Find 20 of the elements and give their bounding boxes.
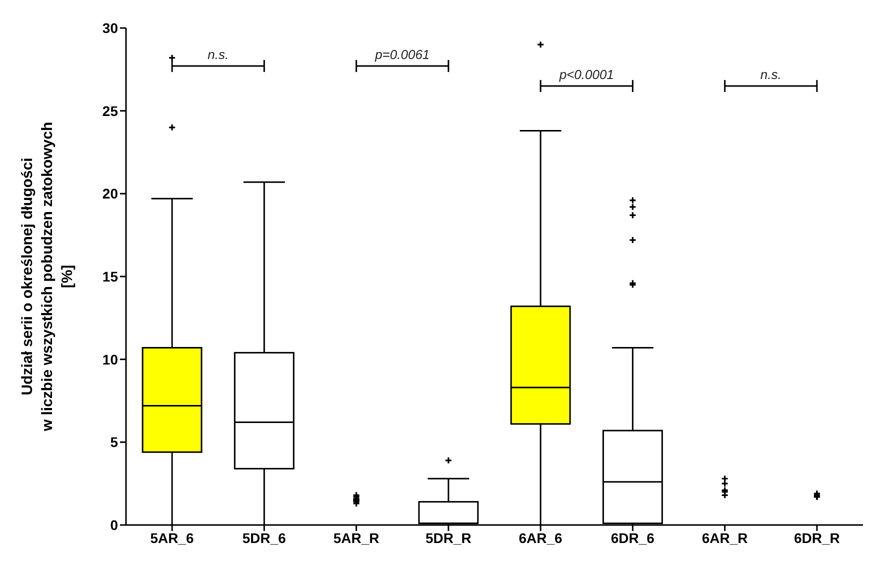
y-tick-label: 30	[102, 20, 118, 36]
x-tick-label: 6DR_6	[610, 530, 655, 546]
x-tick-label: 5AR_R	[333, 530, 380, 546]
y-tick-label: 0	[110, 516, 118, 533]
x-tick-label: 5AR_6	[150, 530, 194, 546]
x-tick-label: 6AR_R	[702, 530, 748, 546]
x-tick-label: 5DR_R	[425, 530, 472, 546]
y-tick-label: 15	[102, 268, 118, 284]
x-tick-label: 6DR_R	[794, 530, 840, 546]
annotation: n.s.	[208, 47, 229, 62]
annotation: n.s.	[760, 67, 782, 82]
x-tick-label: 5DR_6	[242, 530, 286, 546]
y-axis-title: Udział serii o określonej długości w liczbie wszystkich pobudzen zatokowych [%]	[19, 122, 76, 432]
annotation: p=0.0061	[374, 47, 430, 62]
y-tick-label: 25	[102, 102, 118, 119]
y-tick-label: 10	[102, 351, 118, 368]
y-tick-label: 20	[102, 186, 118, 202]
annotation: p<0.0001	[558, 67, 614, 82]
y-tick-label: 5	[110, 434, 118, 450]
x-tick-label: 6AR_6	[518, 530, 563, 546]
